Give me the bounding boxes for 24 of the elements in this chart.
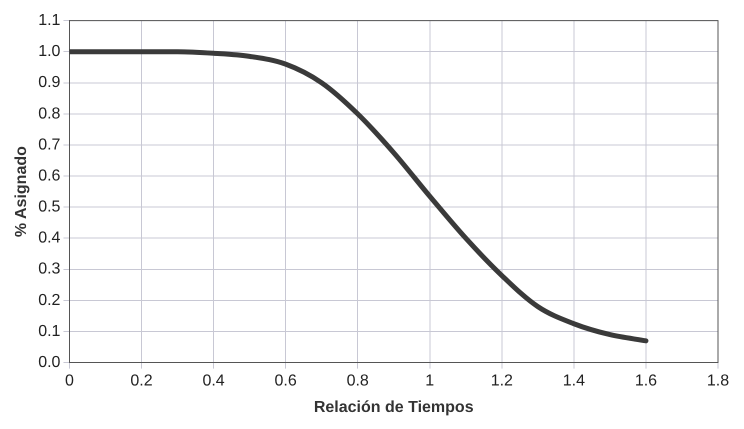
y-tick-label: 0.4	[38, 230, 61, 247]
y-tick-label: 1.0	[38, 43, 61, 60]
x-axis-title: Relación de Tiempos	[314, 398, 474, 416]
x-tick-label: 0.6	[274, 372, 297, 390]
y-tick-label: 0.3	[38, 260, 61, 278]
x-tick-label: 0.8	[346, 372, 369, 390]
y-tick-label: 0.5	[38, 198, 61, 216]
y-tick-label: 1.1	[38, 12, 61, 30]
x-tick-label: 0	[64, 372, 74, 390]
x-tick-label: 1.4	[562, 372, 586, 390]
x-tick-label: 1.6	[634, 372, 658, 390]
y-tick-label: 0.8	[38, 105, 61, 122]
x-tick-label: 1	[425, 372, 434, 390]
y-tick-label: 0.0	[38, 354, 61, 372]
x-tick-label: 0.4	[202, 372, 225, 390]
y-tick-label: 0.9	[38, 74, 61, 92]
y-axis-title: % Asignado	[13, 146, 30, 238]
x-tick-label: 1.2	[490, 372, 514, 390]
y-tick-label: 0.6	[38, 167, 61, 184]
y-tick-label: 0.7	[38, 136, 61, 154]
x-tick-label: 0.2	[130, 372, 153, 390]
y-tick-label: 0.1	[38, 322, 61, 340]
y-tick-label: 0.2	[38, 292, 61, 309]
x-tick-label: 1.8	[706, 372, 730, 390]
